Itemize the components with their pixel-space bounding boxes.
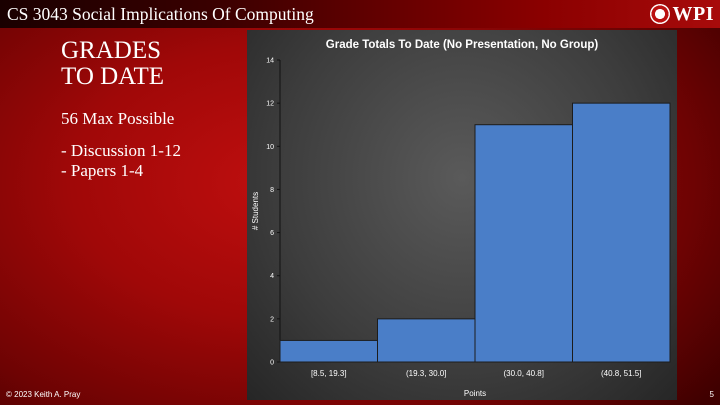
bar — [279, 339, 378, 363]
bullet-list: - Discussion 1-12 - Papers 1-4 — [61, 141, 181, 181]
y-tick-label: 8 — [270, 187, 274, 194]
list-item: - Papers 1-4 — [61, 161, 144, 180]
max-possible-text: 56 Max Possible — [61, 109, 175, 128]
slide-heading: GRADES TO DATE — [61, 38, 164, 90]
list-item: - Discussion 1-12 — [61, 141, 181, 160]
y-tick-label: 0 — [270, 360, 274, 367]
y-tick-label: 12 — [266, 101, 274, 108]
x-tick-label: (19.3, 30.0] — [406, 369, 446, 378]
bar — [377, 318, 476, 363]
y-axis-label: # Students — [251, 192, 260, 230]
course-title: CS 3043 Social Implications Of Computing — [7, 4, 314, 24]
wpi-logo: WPI — [649, 2, 715, 26]
y-tick-label: 10 — [266, 144, 274, 151]
heading-line-2: TO DATE — [61, 63, 165, 90]
page-number: 5 — [709, 390, 714, 399]
logo-wordmark: WPI — [672, 2, 714, 25]
bar — [572, 102, 671, 363]
chart-title: Grade Totals To Date (No Presentation, N… — [326, 39, 599, 51]
y-tick-label: 4 — [270, 273, 274, 280]
x-tick-label: (30.0, 40.8] — [504, 369, 544, 378]
y-tick-label: 6 — [270, 230, 274, 237]
heading-line-1: GRADES — [61, 37, 162, 64]
title-bar: CS 3043 Social Implications Of Computing… — [0, 0, 720, 28]
x-tick-label: [8.5, 19.3] — [311, 369, 347, 378]
y-tick-label: 2 — [270, 316, 274, 323]
chart-panel: Grade Totals To Date (No Presentation, N… — [247, 30, 677, 400]
seal-icon — [649, 4, 670, 24]
histogram-chart: Grade Totals To Date (No Presentation, N… — [251, 39, 671, 398]
copyright-text: © 2023 Keith A. Pray — [6, 390, 81, 399]
bar — [474, 124, 573, 363]
x-axis-label: Points — [464, 389, 486, 398]
y-tick-label: 14 — [266, 58, 274, 65]
x-tick-label: (40.8, 51.5] — [601, 369, 641, 378]
